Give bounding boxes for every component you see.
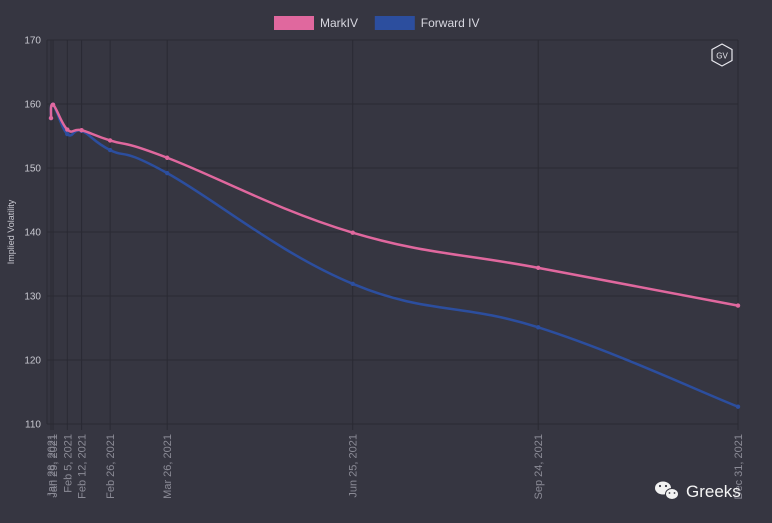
x-tick-label: Feb 5, 2021 [62, 434, 74, 493]
y-tick-label: 170 [24, 36, 41, 47]
markiv-point [79, 128, 84, 133]
x-tick-label: Feb 12, 2021 [77, 434, 89, 499]
wechat-icon [655, 481, 679, 500]
legend-item-markiv[interactable]: MarkIV [274, 16, 358, 30]
legend-swatch-forward-iv [374, 16, 415, 30]
markiv-point [536, 265, 541, 271]
markiv-point [65, 127, 70, 132]
x-tick-label: Feb 26, 2021 [105, 434, 117, 499]
markiv-line [49, 103, 740, 307]
y-axis: 110 120 130 140 150 160 170 [24, 36, 41, 431]
x-tick-label: Jan 29, 2021 [48, 434, 60, 498]
forward-iv-point [735, 404, 741, 409]
forward-iv-point [107, 147, 113, 153]
legend-item-forward-iv[interactable]: Forward IV [374, 16, 480, 30]
y-tick-label: 120 [24, 356, 41, 367]
markiv-point [164, 155, 170, 160]
markiv-point [735, 303, 741, 308]
markiv-point [50, 102, 56, 107]
grid-layer [46, 39, 739, 430]
watermark-text: Greeks [686, 482, 741, 501]
x-tick-label: Sep 24, 2021 [533, 434, 545, 499]
legend[interactable]: MarkIV Forward IV [274, 16, 479, 30]
y-tick-label: 160 [24, 100, 41, 111]
legend-label-forward-iv: Forward IV [421, 16, 480, 30]
forward-iv-point [350, 281, 355, 287]
forward-iv-point [536, 325, 541, 330]
gv-logo: GV [711, 43, 733, 67]
watermark: Greeks [655, 481, 741, 501]
y-axis-label: Implied Volatility [6, 199, 16, 264]
markiv-point [107, 138, 113, 143]
forward-iv-line [49, 102, 740, 408]
legend-swatch-markiv [274, 16, 314, 30]
x-tick-label: Jun 25, 2021 [348, 434, 360, 498]
x-tick-label: Mar 26, 2021 [162, 434, 174, 499]
forward-iv-point [164, 170, 170, 176]
series-layer [48, 102, 741, 409]
legend-label-markiv: MarkIV [320, 16, 358, 30]
forward-iv-point [65, 131, 70, 137]
x-tick-label: Dec 31, 2021 [733, 434, 745, 499]
y-tick-label: 110 [25, 420, 41, 431]
y-tick-label: 150 [24, 164, 41, 175]
hexagon-icon [711, 43, 733, 67]
y-tick-label: 130 [24, 292, 41, 303]
x-tick-label: Jan 28, 2021 [46, 434, 58, 498]
markiv-point [350, 230, 355, 235]
y-tick-label: 140 [24, 228, 41, 239]
markiv-point [48, 115, 54, 121]
logo-text: GV [716, 52, 728, 61]
